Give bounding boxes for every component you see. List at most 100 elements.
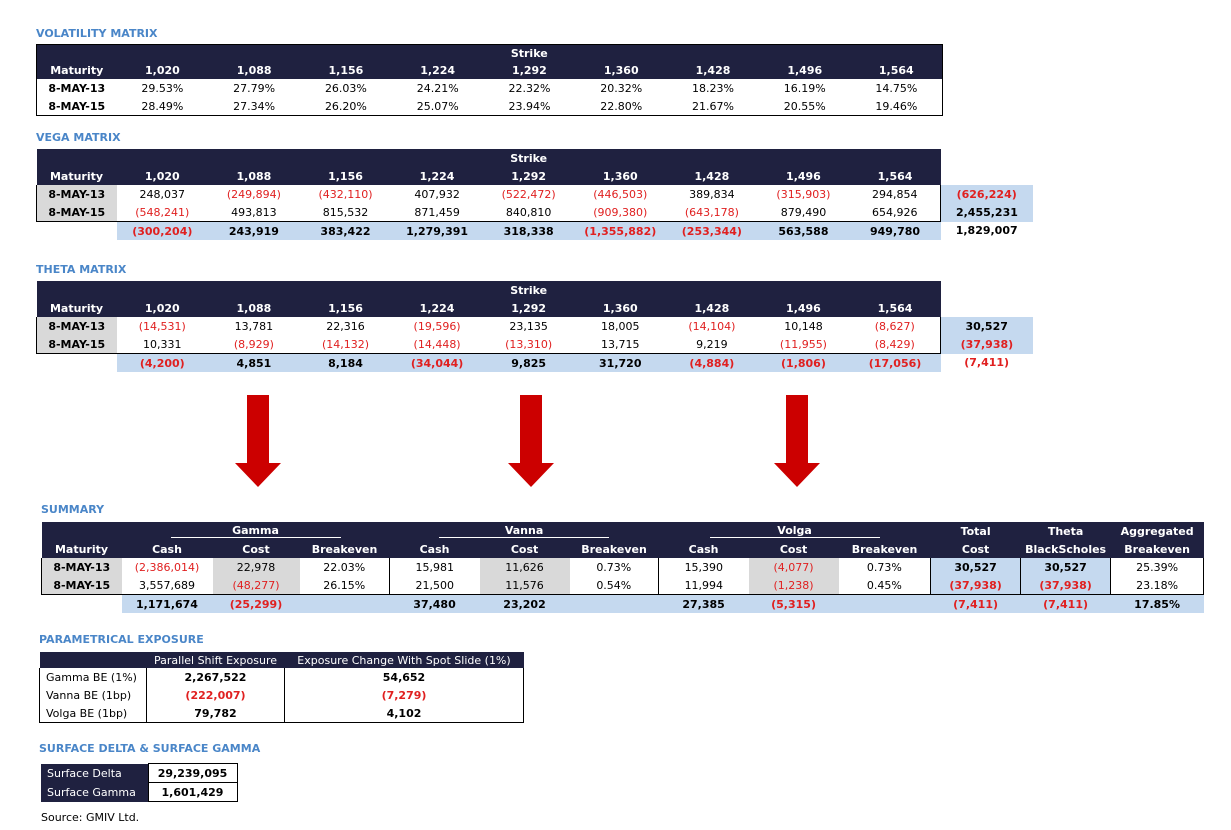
- sub-header: Cost: [212, 540, 300, 558]
- vol-cell: 26.03%: [324, 81, 367, 95]
- vol-cell: 14.75%: [875, 81, 918, 95]
- vol-cell: 19.46%: [875, 99, 918, 113]
- matrix-cell: 9,219: [666, 335, 758, 354]
- summary-total: 23,202: [479, 594, 570, 613]
- theta-matrix-table: Strike Maturity 1,020 1,088 1,156 1,224 1,292…: [36, 281, 1033, 372]
- blank-header: [940, 299, 1033, 317]
- summary-total: [569, 594, 659, 613]
- vol-cell: 20.55%: [783, 99, 826, 113]
- matrix-cell: (315,903): [776, 187, 831, 201]
- column-total: (4,200): [116, 353, 209, 372]
- totals-row: (300,204) 243,919 383,422 1,279,391 318,338(…: [37, 221, 1033, 241]
- grand-total: 1,829,007: [955, 224, 1018, 238]
- surface-title: SURFACE DELTA & SURFACE GAMMA: [39, 742, 261, 755]
- strike-col-header: 1,088: [208, 61, 301, 79]
- summary-cell: (37,938): [930, 576, 1022, 595]
- matrix-cell: 840,810: [482, 203, 575, 222]
- extra-header-bottom: Breakeven: [1110, 540, 1204, 558]
- matrix-cell: (446,503): [593, 187, 648, 201]
- column-total: 243,919: [208, 221, 300, 240]
- summary-total: [838, 594, 931, 613]
- grand-total: (7,411): [964, 356, 1010, 370]
- matrix-cell: (249,894): [226, 187, 281, 201]
- blank-cell: [37, 222, 117, 241]
- vol-cell: 22.80%: [600, 99, 643, 113]
- matrix-cell: 10,331: [116, 335, 209, 354]
- matrix-cell: (8,627): [849, 317, 942, 335]
- matrix-cell: (8,429): [849, 335, 942, 354]
- table-row: 8-MAY-15 3,557,689 (48,277) 26.15% 21,500 11,…: [41, 576, 1205, 595]
- maturity-label: 8-MAY-15: [36, 335, 117, 354]
- parametrical-exposure-title: PARAMETRICAL EXPOSURE: [39, 633, 204, 646]
- summary-cell: 15,981: [415, 560, 455, 574]
- summary-cell: (48,277): [212, 576, 300, 595]
- summary-cell: 0.73%: [838, 558, 932, 576]
- column-total: 563,588: [757, 221, 850, 240]
- summary-cell: 3,557,689: [139, 578, 195, 592]
- sub-header: Cash: [658, 540, 749, 558]
- sub-header: Cost: [748, 540, 839, 558]
- summary-total: (7,411): [1020, 594, 1111, 613]
- matrix-cell: (13,310): [482, 335, 575, 354]
- row-total: (626,224): [940, 185, 1033, 203]
- strike-col-header: 1,292: [482, 167, 575, 185]
- maturity-label: 8-MAY-15: [36, 203, 117, 222]
- group-label: Vanna: [439, 524, 610, 538]
- summary-total: 27,385: [658, 594, 749, 613]
- strike-col-header: 1,088: [208, 167, 300, 185]
- matrix-cell: 22,316: [326, 319, 365, 333]
- extra-header-bottom: BlackScholes: [1020, 540, 1111, 558]
- strike-header: Strike: [116, 149, 941, 167]
- summary-cell: 11,576: [479, 576, 570, 595]
- vol-cell: 24.21%: [416, 81, 459, 95]
- theta-matrix-title: THETA MATRIX: [36, 263, 127, 276]
- volatility-matrix-title: VOLATILITY MATRIX: [36, 27, 158, 40]
- parametrical-exposure-table: Parallel Shift Exposure Exposure Change …: [39, 652, 524, 723]
- surface-value: 29,239,095: [147, 763, 238, 783]
- column-total: 4,851: [208, 353, 300, 372]
- table-row: Gamma BE (1%) 2,267,522 54,652: [39, 668, 524, 686]
- maturity-header: Maturity: [36, 61, 117, 79]
- strike-col-header: 1,156: [299, 167, 392, 185]
- sub-header: Breakeven: [838, 540, 931, 558]
- group-label: Volga: [709, 524, 880, 538]
- group-header: Gamma: [121, 522, 390, 540]
- row-total: (37,938): [940, 335, 1033, 354]
- param-label: Volga BE (1bp): [39, 704, 147, 723]
- row-total: 2,455,231: [940, 203, 1033, 222]
- summary-total: 37,480: [389, 594, 480, 613]
- vol-cell: 22.32%: [508, 81, 551, 95]
- strike-col-header: 1,428: [666, 299, 758, 317]
- row-total: 30,527: [940, 317, 1033, 335]
- matrix-cell: (14,448): [391, 335, 483, 354]
- strike-col-header: 1,360: [574, 167, 667, 185]
- surface-table: Surface Delta 29,239,095 Surface Gamma 1,60…: [41, 763, 238, 802]
- blank-cell: [41, 594, 122, 613]
- extra-header-top: Total: [930, 522, 1021, 540]
- table-row: 8-MAY-13 29.53% 27.79% 26.03% 24.21% 22.32% 20…: [37, 79, 943, 97]
- table-row: 8-MAY-13 (14,531) 13,781 22,316 (19,596) 23,1…: [36, 317, 1033, 335]
- summary-cell: 25.39%: [1110, 558, 1205, 576]
- matrix-cell: 871,459: [391, 203, 483, 222]
- group-header: Volga: [658, 522, 931, 540]
- summary-total: 1,171,674: [121, 594, 213, 613]
- strike-col-header: 1,156: [299, 299, 392, 317]
- column-total: 9,825: [482, 353, 575, 372]
- totals-row: 1,171,674 (25,299) 37,480 23,202 27,385 (5,31…: [41, 594, 1204, 613]
- summary-total: [299, 594, 390, 613]
- strike-col-header: 1,428: [667, 61, 759, 79]
- param-value: (222,007): [146, 686, 285, 704]
- param-label: Gamma BE (1%): [39, 668, 147, 686]
- column-total: (1,355,882): [574, 221, 667, 240]
- matrix-cell: 389,834: [689, 187, 735, 201]
- maturity-label: 8-MAY-13: [41, 558, 122, 576]
- maturity-header: Maturity: [36, 167, 117, 185]
- matrix-cell: 294,854: [849, 185, 942, 203]
- matrix-cell: 13,715: [574, 335, 667, 354]
- strike-col-header: 1,360: [575, 61, 668, 79]
- summary-cell: 15,390: [684, 560, 724, 574]
- matrix-cell: 18,005: [601, 319, 640, 333]
- sub-header: Cash: [121, 540, 213, 558]
- column-total: 8,184: [299, 353, 392, 372]
- matrix-cell: (14,531): [138, 319, 186, 333]
